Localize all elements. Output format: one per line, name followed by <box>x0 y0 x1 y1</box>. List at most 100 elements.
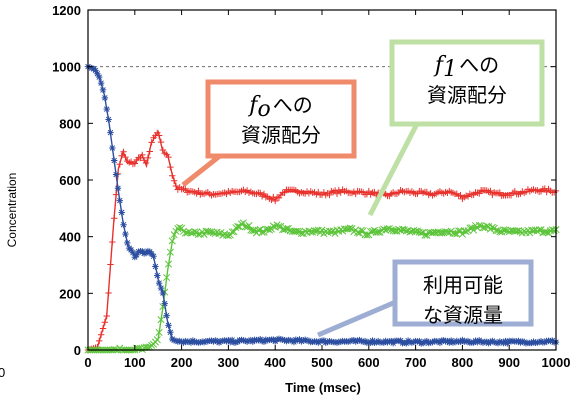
series-f0-point <box>195 187 202 195</box>
series-available-point <box>258 337 266 345</box>
series-f0-point <box>333 190 341 197</box>
series-available-point <box>535 338 543 346</box>
series-f1-point <box>543 228 551 236</box>
series-f1-point <box>391 227 399 235</box>
series-f1-point <box>207 228 216 236</box>
annotation-f1-pointer <box>367 116 423 217</box>
series-available-point <box>410 338 417 346</box>
series-available-point <box>506 337 513 345</box>
annotation-available-line: 利用可能 <box>423 273 503 297</box>
series-available-point <box>94 70 101 77</box>
series-f0-point <box>272 197 279 205</box>
series-available-point <box>408 339 416 346</box>
series-available-point <box>487 338 494 345</box>
series-f1-point <box>294 227 302 235</box>
series-available-point <box>242 337 249 345</box>
series-available-point <box>167 329 174 336</box>
x-tick-label: 0 <box>84 355 91 370</box>
series-f0-point <box>96 337 103 345</box>
series-f0-point <box>99 325 107 332</box>
y-tick-label: 600 <box>59 173 81 188</box>
series-available-point <box>155 279 163 287</box>
series-available-point <box>144 247 152 255</box>
series-f0-point <box>182 185 189 192</box>
series-available-point <box>118 209 125 216</box>
x-tick-label: 700 <box>405 355 427 370</box>
series-available-point <box>359 338 367 345</box>
series-available-point <box>124 239 131 247</box>
annotation-f1-line: 資源配分 <box>427 83 507 107</box>
series-f1-point <box>535 226 543 234</box>
series-f0-point <box>457 192 464 199</box>
series-available-point <box>406 338 414 346</box>
series-available-point <box>489 337 496 345</box>
series-available-point <box>440 337 447 344</box>
series-available-point <box>316 338 324 345</box>
series-available-point <box>322 339 329 346</box>
series-f1-point <box>282 225 290 233</box>
x-tick-label: 800 <box>452 355 474 370</box>
series-available-point <box>453 337 460 345</box>
series-available-point <box>429 338 436 346</box>
series-available-point <box>109 144 116 152</box>
series-available-point <box>496 338 504 345</box>
series-f1-point <box>438 229 446 237</box>
series-f0-point <box>118 152 125 159</box>
series-available-point <box>255 337 262 344</box>
series-f0-point <box>476 190 483 197</box>
series-available-point <box>101 94 109 102</box>
series-available-point <box>212 337 219 344</box>
series-f0-point <box>148 139 155 146</box>
series-available-point <box>403 340 410 347</box>
series-available-point <box>356 336 363 344</box>
series-f0-point <box>107 261 114 268</box>
series-available-point <box>92 67 99 74</box>
series-available-point <box>498 338 505 346</box>
series-available-point <box>122 230 129 238</box>
x-axis-label: Time (msec) <box>285 380 361 395</box>
series-f1-point <box>153 336 161 344</box>
y-tick-label: 200 <box>59 286 81 301</box>
series-f1-point <box>164 260 173 268</box>
series-available-point <box>221 337 228 344</box>
series-available-point <box>161 300 168 307</box>
series-available-point <box>111 157 118 164</box>
series-available-point <box>331 338 339 346</box>
series-f0-point <box>496 189 504 196</box>
series-available-point <box>509 337 517 345</box>
series-available-point <box>127 246 135 254</box>
x-tick-label: 500 <box>311 355 333 370</box>
x-tick-label: 400 <box>264 355 286 370</box>
series-available-point <box>103 105 110 113</box>
series-f0-point <box>159 146 167 154</box>
series-f0-point <box>167 163 174 171</box>
x-tick-label: 300 <box>218 355 240 370</box>
series-available-point <box>152 263 159 270</box>
series-available-point <box>88 64 95 72</box>
series-f0-point <box>111 215 118 222</box>
series-f0-point <box>120 148 127 155</box>
series-f1-point <box>496 228 504 236</box>
series-available-point <box>159 289 167 297</box>
series-available-point <box>154 272 161 279</box>
series-available-point <box>451 338 459 346</box>
series-f0-point <box>131 160 138 167</box>
series-f0-point <box>105 289 112 297</box>
series-available-point <box>292 336 299 343</box>
series-available-point <box>333 339 341 346</box>
series-f1-point <box>387 226 395 234</box>
series-available-point <box>223 338 230 345</box>
series-available-point <box>363 339 371 346</box>
series-available-point <box>345 338 352 345</box>
series-f1-point <box>178 224 186 232</box>
series-f0-point <box>172 182 180 190</box>
series-f1-point <box>155 328 163 337</box>
series-f0-point <box>260 190 268 198</box>
series-available-point <box>107 129 114 136</box>
annotation-available-line: な資源量 <box>423 303 503 327</box>
annotation-f1-line: f1 への <box>433 53 499 82</box>
series-f0-point <box>365 187 372 195</box>
